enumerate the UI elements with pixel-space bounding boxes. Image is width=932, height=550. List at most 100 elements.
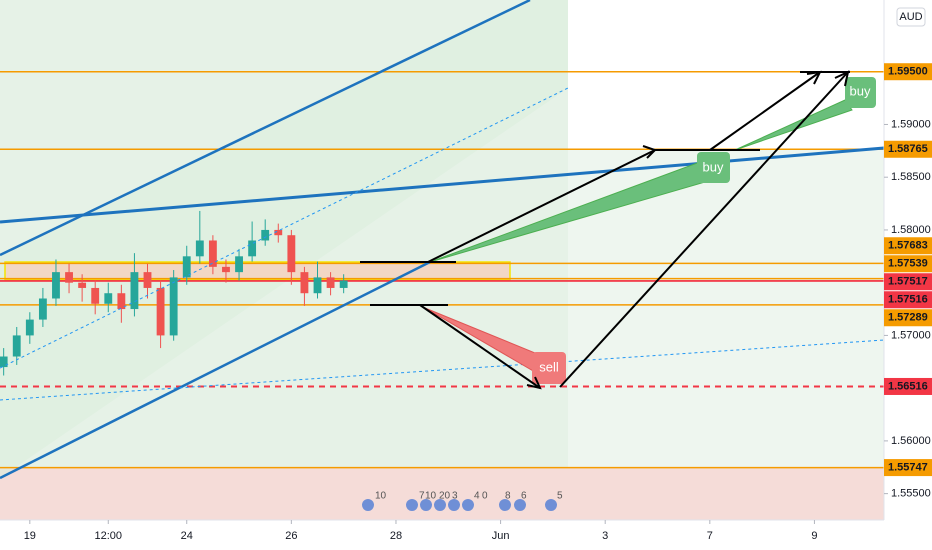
candle-body (0, 356, 8, 368)
callout (734, 99, 853, 151)
level-label: 1.59500 (888, 66, 928, 78)
candle-body (117, 293, 126, 310)
event-icon[interactable] (448, 499, 460, 511)
level-label: 1.58765 (888, 143, 928, 155)
candle-body (313, 277, 322, 294)
zone-box (4, 261, 511, 281)
candle-body (300, 272, 309, 294)
event-count: 4 (474, 491, 480, 502)
trend-line (0, 0, 531, 257)
axes: 1.55500 1.56000 1.57000 1.58000 1.58500 1.590… (24, 63, 932, 542)
event-icon[interactable] (514, 499, 526, 511)
x-tick-label: 7 (707, 530, 713, 542)
y-tick-label: 1.55500 (891, 488, 931, 500)
event-count: 6 (521, 491, 527, 502)
x-tick-label: 26 (285, 530, 297, 542)
level-label-bg (884, 377, 932, 395)
candle-body (235, 256, 243, 273)
level-label-bg (884, 237, 932, 255)
x-tick-label: Jun (492, 530, 510, 542)
event-icon[interactable] (362, 499, 374, 511)
level-label: 1.55747 (888, 461, 928, 473)
level-label-bg (884, 273, 932, 291)
x-tick-label: 3 (602, 530, 608, 542)
level-label: 1.57683 (888, 240, 928, 252)
events: 10 7 10 20 3 4 0 8 6 5 (362, 491, 563, 511)
event-icon[interactable] (434, 499, 446, 511)
event-icon[interactable] (545, 499, 557, 511)
level-label: 1.57517 (888, 276, 928, 288)
y-tick-label: 1.57000 (891, 329, 931, 341)
candle-body (12, 335, 21, 357)
x-tick-label: 12:00 (95, 530, 123, 542)
candle-body (52, 272, 60, 299)
x-tick-label: 19 (24, 530, 36, 542)
arrow (559, 71, 849, 388)
level-label-bg (884, 63, 932, 81)
mid-line (0, 339, 885, 401)
candle-body (261, 229, 270, 241)
candle-body (38, 298, 47, 320)
currency-box[interactable] (896, 7, 926, 27)
level-label-bg (884, 459, 932, 477)
level-label: 1.56516 (888, 380, 928, 392)
candle-body (274, 229, 283, 236)
time-axis (0, 520, 884, 550)
level-label: 1.57516 (888, 294, 928, 306)
candle-body (182, 256, 191, 278)
event-count: 3 (452, 491, 458, 502)
candle-body (143, 272, 152, 288)
arrow (709, 71, 821, 151)
event-count: 10 (425, 491, 437, 502)
y-tick-label: 1.58000 (891, 224, 931, 236)
annotation: buy (703, 159, 724, 174)
currency: AUD (899, 11, 922, 23)
event-count: 10 (375, 491, 387, 502)
event-icon[interactable] (406, 499, 418, 511)
candle-body (287, 235, 296, 273)
candle-body (156, 287, 165, 336)
y-tick-label: 1.56000 (891, 435, 931, 447)
event-icon[interactable] (420, 499, 432, 511)
level-label: 1.57289 (888, 312, 928, 324)
channel-fill (0, 0, 568, 478)
candle-body (91, 287, 100, 304)
callout-box (697, 152, 730, 183)
arrow (427, 149, 656, 263)
callout-box (845, 77, 876, 108)
y-tick-label: 1.59000 (891, 118, 931, 130)
x-tick-label: 24 (181, 530, 193, 542)
candle-body (78, 282, 87, 288)
arrow-head (526, 376, 542, 390)
candles (0, 210, 348, 376)
level-label-bg (884, 255, 932, 273)
annotation: sell (539, 359, 559, 374)
trend-line (0, 260, 431, 480)
level-label: 1.57539 (888, 258, 928, 270)
x-tick-label: 9 (811, 530, 817, 542)
level-label-bg (884, 291, 932, 309)
candle-body (208, 240, 217, 267)
y-tick-label: 1.58500 (891, 171, 931, 183)
candle-body (195, 240, 204, 257)
event-count: 0 (482, 491, 488, 502)
candle-body (222, 266, 230, 273)
event-count: 5 (557, 491, 563, 502)
event-icon[interactable] (462, 499, 474, 511)
candle-body (25, 319, 34, 336)
level-label-bg (884, 309, 932, 327)
trend-line (0, 146, 885, 224)
background (0, 0, 884, 520)
callout-box (532, 352, 566, 384)
candle-body (65, 272, 73, 283)
event-icon[interactable] (499, 499, 511, 511)
event-count: 7 (419, 491, 425, 502)
event-count: 20 (439, 491, 451, 502)
candle-body (130, 272, 139, 310)
stop-zone (0, 467, 884, 520)
candle-body (326, 277, 335, 288)
event-count: 8 (505, 491, 511, 502)
x-tick-label: 28 (390, 530, 402, 542)
candle-body (339, 280, 348, 288)
